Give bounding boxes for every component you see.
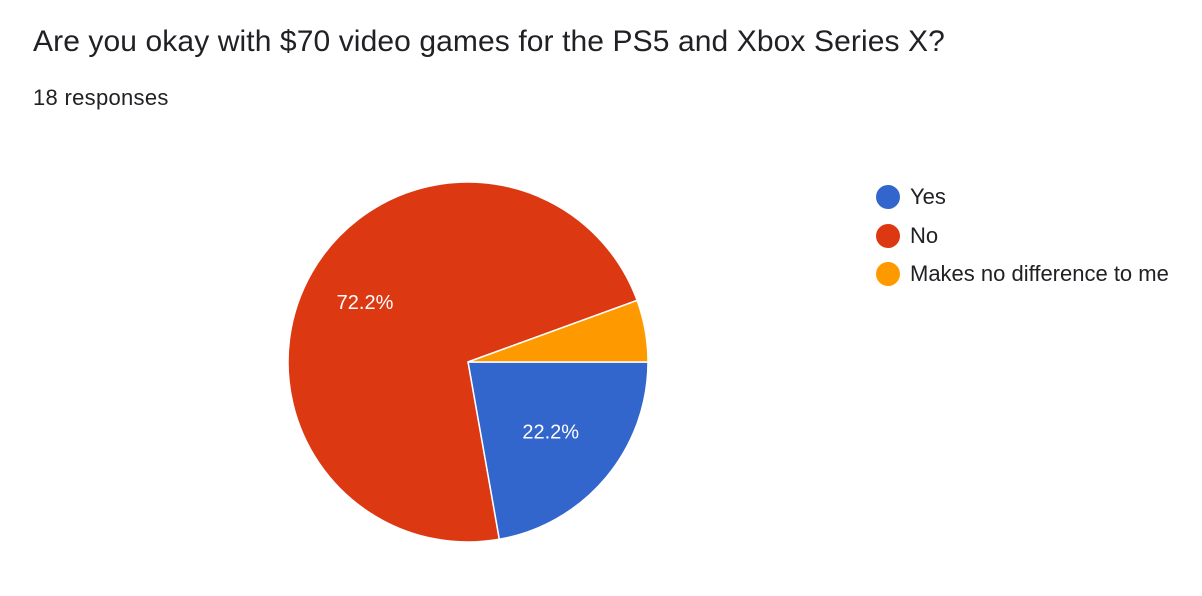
pie-labels: 22.2% 72.2% <box>337 292 580 443</box>
legend-label: No <box>910 222 939 248</box>
legend-item: Yes <box>876 178 1169 217</box>
question-title: Are you okay with $70 video games for th… <box>33 25 945 58</box>
legend-swatch-icon <box>876 185 900 210</box>
legend-item: Makes no difference to me <box>876 255 1169 294</box>
pie-slice-yes <box>467 361 649 541</box>
response-count: 18 responses <box>33 85 169 110</box>
slice-percent-label: 22.2% <box>522 421 579 443</box>
legend-label: Makes no difference to me <box>910 261 1169 287</box>
chart-legend: Yes No Makes no difference to me <box>876 178 1169 294</box>
pie-slices <box>287 181 649 543</box>
legend-swatch-icon <box>876 262 900 287</box>
legend-item: No <box>876 217 1169 256</box>
pie-slice-no <box>287 181 638 543</box>
pie-slice-makes-no-difference-to-me <box>467 299 649 363</box>
legend-swatch-icon <box>876 223 900 248</box>
legend-label: Yes <box>910 184 946 210</box>
slice-percent-label: 72.2% <box>337 292 394 314</box>
